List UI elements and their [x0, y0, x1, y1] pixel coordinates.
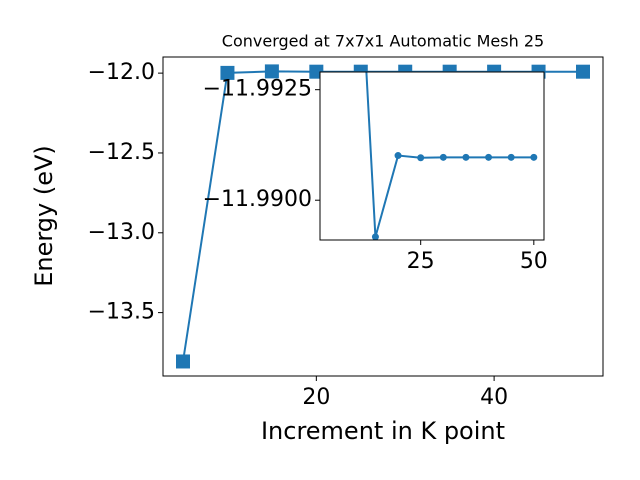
- marker: [220, 65, 235, 80]
- marker: [371, 233, 379, 240]
- marker: [264, 64, 279, 79]
- y-axis-label: Energy (eV): [30, 145, 58, 287]
- x-axis-label: Increment in K point: [261, 417, 505, 445]
- series-line: [365, 72, 534, 238]
- x-tick-label: 25: [407, 249, 435, 274]
- marker: [439, 153, 447, 161]
- chart-title: Converged at 7x7x1 Automatic Mesh 25: [222, 32, 544, 51]
- x-tick-label: 50: [520, 249, 548, 274]
- plot-area: [320, 72, 544, 240]
- marker: [394, 152, 402, 160]
- y-tick-label: −12.0: [88, 60, 155, 85]
- y-tick-label: −11.9925: [203, 77, 312, 102]
- plot-clip: [365, 72, 538, 240]
- x-tick-label: 40: [480, 385, 508, 410]
- y-tick-label: −11.9900: [203, 187, 312, 212]
- y-tick-label: −13.5: [88, 300, 155, 325]
- marker: [417, 154, 425, 162]
- marker: [576, 64, 590, 79]
- x-tick-label: 20: [302, 385, 330, 410]
- axes-frame: [319, 71, 545, 241]
- marker: [462, 153, 470, 161]
- y-tick-label: −13.0: [88, 220, 155, 245]
- marker: [176, 354, 190, 369]
- axes-frame: [162, 56, 604, 377]
- marker: [507, 153, 515, 161]
- marker: [485, 153, 493, 161]
- y-tick-label: −12.5: [88, 140, 155, 165]
- marker: [530, 153, 538, 161]
